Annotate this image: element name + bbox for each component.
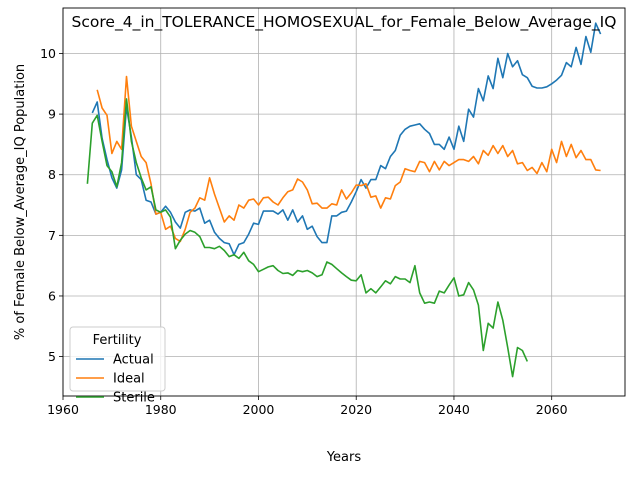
series-lines	[86, 22, 602, 378]
x-tick-label: 2020	[340, 402, 372, 417]
legend: Fertility Actual Ideal Sterile	[69, 326, 166, 406]
legend-box	[69, 326, 166, 392]
y-tick-label: 5	[48, 349, 56, 364]
y-tick-label: 9	[48, 107, 56, 122]
series-line-actual	[91, 22, 602, 256]
series-line-sterile	[86, 98, 529, 378]
x-axis-label: Years	[326, 450, 362, 465]
x-tick-label: 2040	[438, 402, 470, 417]
y-axis-label: % of Female Below_Average_IQ Population	[13, 64, 28, 340]
y-axis-ticks: 5 6 7 8 9 10	[40, 46, 63, 364]
x-tick-label: 2060	[536, 402, 568, 417]
y-tick-label: 10	[40, 46, 56, 61]
legend-label-actual: Actual	[113, 353, 154, 368]
x-axis-ticks: 1960 1980 2000 2020 2040 2060	[47, 396, 568, 417]
legend-label-sterile: Sterile	[113, 391, 155, 406]
grid	[62, 8, 625, 396]
plot-frame	[62, 7, 626, 397]
x-tick-label: 1960	[47, 402, 79, 417]
y-tick-label: 8	[48, 167, 56, 182]
x-tick-label: 2000	[243, 402, 275, 417]
chart-title: Score_4_in_TOLERANCE_HOMOSEXUAL_for_Fema…	[72, 13, 617, 32]
y-tick-label: 7	[48, 228, 56, 243]
legend-label-ideal: Ideal	[113, 372, 145, 387]
x-tick-label: 1980	[145, 402, 177, 417]
legend-title: Fertility	[93, 333, 142, 348]
y-tick-label: 6	[48, 288, 56, 303]
